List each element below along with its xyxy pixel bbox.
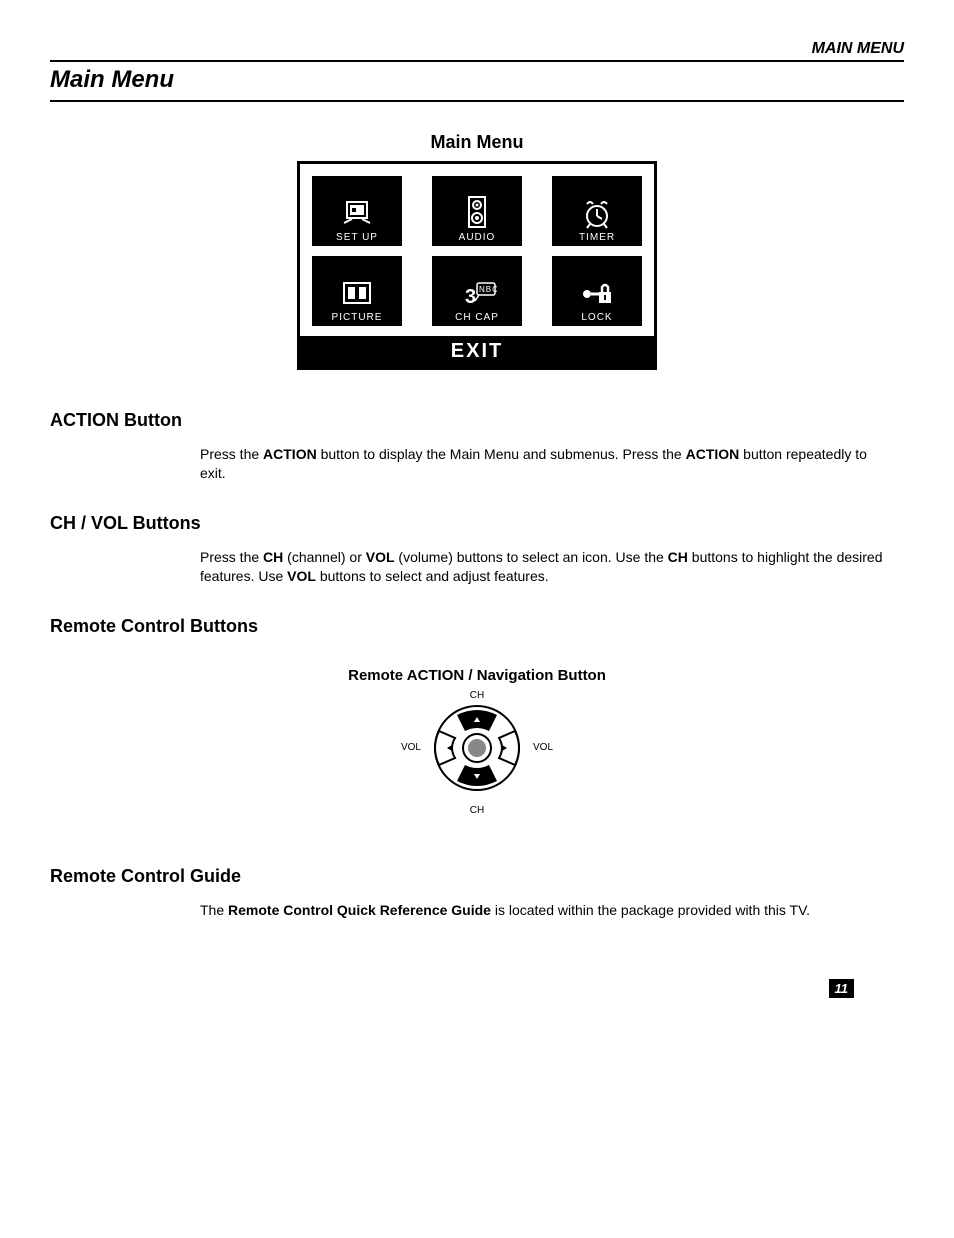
clock-icon	[579, 199, 615, 229]
remote-label-vol-right: VOL	[533, 742, 553, 753]
menu-caption: Main Menu	[50, 132, 904, 153]
navigation-pad-icon	[427, 703, 527, 793]
section-heading-remote-buttons: Remote Control Buttons	[50, 616, 904, 637]
chcap-icon: 3 NBC	[457, 279, 497, 309]
speaker-icon	[463, 195, 491, 229]
menu-item-lock[interactable]: LOCK	[552, 256, 642, 326]
remote-label-ch-bottom: CH	[470, 805, 484, 816]
page-number: 11	[829, 979, 855, 998]
chvol-paragraph: Press the CH (channel) or VOL (volume) b…	[200, 548, 884, 586]
menu-item-setup[interactable]: SET UP	[312, 176, 402, 246]
svg-text:3: 3	[465, 286, 477, 308]
lock-icon	[577, 279, 617, 309]
page-title: Main Menu	[50, 66, 904, 102]
section-heading-action: ACTION Button	[50, 410, 904, 431]
menu-item-label: TIMER	[579, 232, 615, 243]
menu-exit-bar[interactable]: EXIT	[300, 336, 654, 367]
remote-guide-paragraph: The Remote Control Quick Reference Guide…	[200, 901, 884, 920]
menu-item-label: AUDIO	[459, 232, 496, 243]
section-heading-remote-guide: Remote Control Guide	[50, 866, 904, 887]
section-heading-chvol: CH / VOL Buttons	[50, 513, 904, 534]
menu-item-timer[interactable]: TIMER	[552, 176, 642, 246]
remote-label-vol-left: VOL	[401, 742, 421, 753]
menu-item-chcap[interactable]: 3 NBC CH CAP	[432, 256, 522, 326]
action-paragraph: Press the ACTION button to display the M…	[200, 445, 884, 483]
tv-icon	[340, 199, 374, 229]
svg-text:NBC: NBC	[479, 285, 497, 294]
main-menu-box: SET UP AUDIO TIMER	[297, 161, 657, 370]
menu-item-label: LOCK	[581, 312, 612, 323]
remote-caption: Remote ACTION / Navigation Button	[50, 667, 904, 684]
menu-item-label: SET UP	[336, 232, 378, 243]
picture-icon	[340, 279, 374, 309]
menu-item-label: CH CAP	[455, 312, 499, 323]
menu-item-label: PICTURE	[332, 312, 383, 323]
menu-item-picture[interactable]: PICTURE	[312, 256, 402, 326]
header-section-label: MAIN MENU	[50, 40, 904, 62]
menu-item-audio[interactable]: AUDIO	[432, 176, 522, 246]
remote-label-ch-top: CH	[470, 690, 484, 701]
